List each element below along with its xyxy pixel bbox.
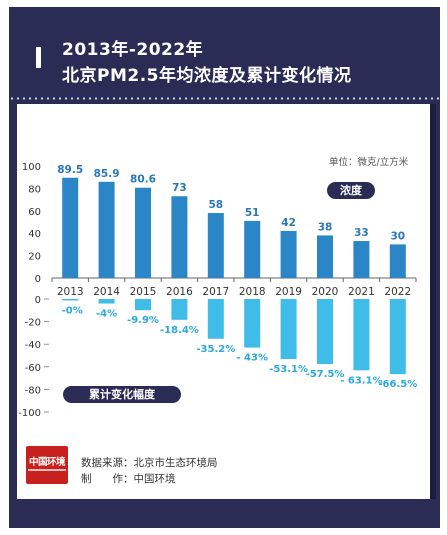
y-tick-label: 0	[35, 274, 41, 285]
concentration-value-label: 73	[172, 182, 187, 194]
y-tick-label: -80	[25, 385, 41, 396]
cumulative-change-label: -9.9%	[127, 315, 159, 326]
x-tick-label: 2017	[202, 286, 229, 298]
concentration-legend-pill: 浓度	[327, 182, 375, 199]
cumulative-change-bar	[207, 299, 224, 339]
concentration-value-label: 58	[208, 199, 223, 211]
y-tick-label: 100	[22, 162, 41, 173]
cumulative-change-label: -53.1%	[269, 364, 308, 375]
concentration-value-label: 51	[245, 207, 260, 219]
cumulative-change-label: -66.5%	[378, 379, 417, 390]
x-tick-label: 2021	[348, 286, 375, 298]
concentration-value-label: 33	[354, 227, 369, 239]
cumulative-change-label: -18.4%	[160, 325, 199, 336]
cumulative-change-label: -0%	[62, 306, 83, 317]
concentration-bar	[317, 235, 333, 278]
cumulative-change-label: -4%	[96, 309, 117, 320]
x-tick-label: 2016	[166, 286, 193, 298]
chart-area: 0 20 40 60 80 100 0 -20 -40 -60 -80 -100 89.5 2013 -0%…	[18, 162, 417, 419]
cumulative-change-bar	[98, 299, 115, 304]
y-tick-label: -100	[18, 408, 41, 419]
title-marker	[36, 47, 41, 68]
cumulative-change-bar	[317, 299, 333, 364]
concentration-bar	[135, 187, 151, 278]
cumulative-change-bar	[135, 299, 151, 311]
concentration-value-label: 38	[318, 221, 333, 233]
concentration-bar	[280, 230, 297, 278]
y-tick-label: -40	[25, 340, 41, 351]
cumulative-change-bar	[389, 299, 406, 375]
cumulative-change-label: -57.5%	[306, 369, 345, 380]
x-tick-label: 2020	[312, 286, 339, 298]
x-tick-label: 2019	[275, 286, 302, 298]
concentration-bar	[98, 181, 115, 278]
concentration-value-label: 89.5	[57, 164, 83, 176]
x-tick-label: 2014	[93, 286, 120, 298]
concentration-bar	[207, 213, 224, 278]
cumulative-change-bar	[353, 299, 370, 371]
cumulative-change-label: -35.2%	[196, 344, 235, 355]
cumulative-change-bar	[171, 299, 188, 320]
cumulative-change-bar	[244, 299, 261, 348]
concentration-bar	[389, 244, 406, 278]
cumulative-change-label: - 63.1%	[340, 375, 382, 386]
concentration-bar	[62, 177, 79, 278]
x-tick-label: 2018	[239, 286, 266, 298]
concentration-bar	[244, 220, 261, 278]
data-source: 数据来源：北京市生态环境局	[81, 457, 218, 469]
y-tick-label: 60	[28, 207, 41, 218]
chart-title-line2: 北京PM2.5年均浓度及累计变化情况	[62, 66, 352, 86]
logo-text: 中国环境	[28, 457, 66, 468]
y-tick-label: 40	[28, 229, 41, 240]
cumulative-change-bar	[62, 299, 79, 301]
card-shadow	[430, 104, 436, 499]
x-tick-label: 2015	[130, 286, 157, 298]
china-environment-logo: 中国环境	[26, 446, 68, 484]
concentration-value-label: 30	[390, 230, 405, 242]
cumulative-change-label: - 43%	[236, 353, 268, 364]
unit-label: 单位：微克/立方米	[329, 157, 409, 168]
cumulative-legend-pill: 累计变化幅度	[63, 386, 181, 403]
concentration-value-label: 80.6	[130, 174, 156, 186]
concentration-bar	[353, 241, 370, 278]
y-tick-label: 20	[28, 252, 41, 263]
x-tick-label: 2013	[57, 286, 84, 298]
dotted-divider	[9, 96, 440, 101]
cumulative-change-bar	[280, 299, 297, 360]
y-tick-label: 0	[35, 295, 41, 306]
x-tick-label: 2022	[384, 286, 411, 298]
y-tick-label: -20	[25, 318, 41, 329]
concentration-bar	[171, 196, 188, 278]
concentration-value-label: 85.9	[94, 168, 120, 180]
y-tick-label: -60	[25, 363, 41, 374]
concentration-value-label: 42	[281, 217, 296, 229]
y-tick-label: 80	[28, 184, 41, 195]
producer: 制 作：中国环境	[81, 473, 176, 485]
chart-title-line1: 2013年-2022年	[62, 40, 204, 60]
logo-underline	[28, 469, 66, 471]
